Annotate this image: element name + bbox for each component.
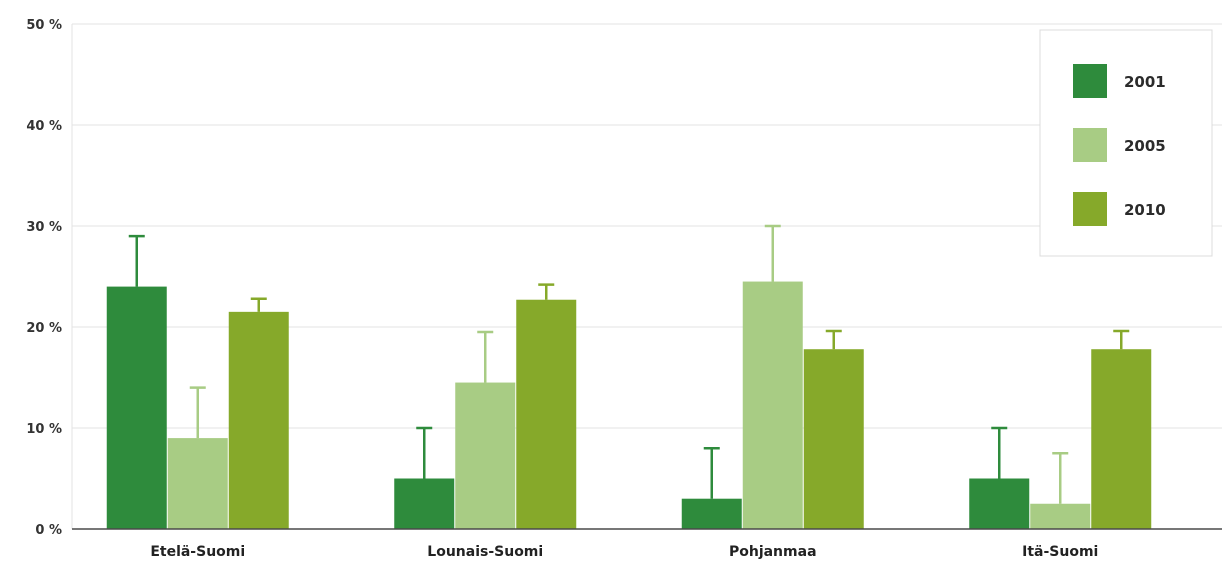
error-bars: [128, 224, 1130, 504]
bar-2001-2: [681, 498, 742, 529]
bar-2010-3: [1091, 349, 1152, 529]
bar-2005-0: [167, 438, 228, 529]
y-tick-label: 10 %: [26, 422, 62, 437]
bar-2001-0: [106, 286, 167, 529]
bar-2005-3: [1030, 503, 1091, 529]
legend-swatch-2005: [1073, 128, 1107, 162]
y-axis-tick-labels: 0 % 10 % 20 % 30 % 40 % 50 %: [26, 18, 62, 538]
legend: 2001 2005 2010: [1039, 29, 1213, 257]
legend-label-2005: 2005: [1124, 137, 1166, 155]
bar-2010-1: [516, 299, 577, 529]
legend-box: [1039, 29, 1213, 257]
bar-2010-2: [803, 349, 864, 529]
bar-2010-0: [228, 311, 289, 529]
bar-2005-2: [742, 281, 803, 529]
y-tick-label: 0 %: [35, 523, 62, 538]
x-tick-label: Itä-Suomi: [1022, 544, 1098, 560]
y-tick-label: 40 %: [26, 119, 62, 134]
bar-2001-3: [969, 478, 1030, 529]
bar-series: [106, 281, 1152, 529]
y-tick-label: 30 %: [26, 220, 62, 235]
y-tick-label: 50 %: [26, 18, 62, 33]
bar-2001-1: [394, 478, 455, 529]
y-tick-label: 20 %: [26, 321, 62, 336]
x-tick-label: Etelä-Suomi: [150, 544, 245, 560]
legend-label-2010: 2010: [1124, 201, 1166, 219]
legend-label-2001: 2001: [1124, 73, 1166, 91]
x-axis-tick-labels: Etelä-Suomi Lounais-Suomi Pohjanmaa Itä-Suo…: [150, 544, 1098, 560]
legend-swatch-2010: [1073, 192, 1107, 226]
legend-swatch-2001: [1073, 64, 1107, 98]
x-tick-label: Pohjanmaa: [729, 544, 817, 560]
bar-2005-1: [455, 382, 516, 529]
x-tick-label: Lounais-Suomi: [427, 544, 543, 560]
